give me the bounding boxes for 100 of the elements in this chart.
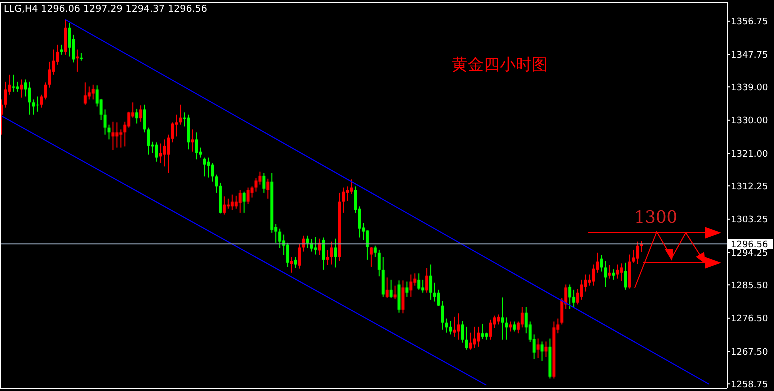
- annotation: 1300: [634, 208, 678, 228]
- candlestick: [434, 282, 436, 302]
- candlestick: [346, 186, 350, 202]
- candlestick: [445, 318, 448, 334]
- candlestick: [453, 316, 456, 338]
- candlestick: [314, 236, 318, 256]
- candlestick: [12, 74, 16, 92]
- candlestick: [406, 281, 409, 298]
- candlestick: [140, 105, 143, 122]
- candlestick: [128, 111, 131, 128]
- candlestick: [437, 289, 440, 307]
- candlestick: [48, 61, 52, 88]
- candlestick: [576, 288, 580, 306]
- y-tick-label: 1339.00: [731, 83, 768, 94]
- candlestick: [441, 300, 444, 330]
- candlestick: [290, 256, 294, 274]
- candlestick: [144, 104, 146, 134]
- candlestick: [159, 143, 162, 164]
- y-tick-label: 1303.25: [731, 216, 768, 226]
- candlestick: [580, 279, 584, 300]
- candlestick: [497, 314, 500, 326]
- candlestick: [92, 84, 95, 100]
- candlestick: [414, 273, 417, 286]
- candlestick: [230, 194, 234, 210]
- y-tick-label: 1294.25: [731, 248, 768, 259]
- candlestick: [426, 268, 429, 294]
- candlestick: [624, 262, 628, 290]
- candlestick: [604, 260, 608, 288]
- candlestick: [104, 109, 107, 136]
- candlestick: [374, 245, 377, 258]
- candlestick: [350, 179, 354, 195]
- candlestick: [203, 157, 206, 178]
- chart-title: LLG,H4 1296.06 1297.29 1294.37 1296.56: [4, 4, 208, 15]
- candlestick: [163, 139, 166, 168]
- candlestick: [266, 178, 270, 200]
- candlestick: [608, 264, 612, 280]
- candlestick: [4, 81, 8, 108]
- candlestick: [211, 162, 214, 182]
- candlestick: [278, 228, 282, 249]
- candlestick: [378, 249, 381, 278]
- candlestick: [540, 341, 544, 362]
- candlestick: [294, 256, 298, 269]
- candlestick: [334, 238, 338, 268]
- candlestick: [370, 246, 373, 268]
- candlestick: [592, 264, 596, 286]
- candlestick: [191, 129, 194, 152]
- candlestick: [449, 320, 452, 336]
- candlestick: [155, 142, 158, 162]
- candlestick: [322, 237, 326, 270]
- candlestick: [505, 317, 508, 340]
- candlestick: [28, 81, 32, 116]
- candlestick: [234, 195, 238, 210]
- candlestick: [120, 129, 123, 148]
- candlestick: [418, 273, 421, 290]
- candlestick: [394, 285, 397, 300]
- candlestick: [473, 326, 476, 349]
- candlestick: [410, 274, 413, 298]
- candlestick: [572, 289, 576, 308]
- candlestick: [207, 157, 210, 178]
- y-tick-label: 1347.75: [731, 50, 768, 61]
- y-tick-label: 1330.00: [731, 116, 768, 127]
- candlestick: [461, 320, 464, 344]
- candlestick: [258, 171, 262, 186]
- candlestick: [112, 121, 115, 151]
- candlestick: [520, 306, 524, 328]
- candlestick: [612, 269, 616, 280]
- candlestick: [366, 230, 369, 260]
- candlestick: [489, 319, 492, 340]
- candlestick: [80, 52, 83, 62]
- candlestick: [262, 172, 266, 194]
- candlestick: [195, 132, 198, 160]
- candlestick: [242, 191, 246, 214]
- candlestick: [68, 22, 72, 58]
- candlestick: [222, 196, 226, 216]
- candlestick: [16, 81, 20, 92]
- candlestick: [465, 326, 468, 350]
- ref-line-label: 1296.56: [731, 240, 768, 250]
- y-tick-label: 1276.50: [731, 314, 768, 325]
- candlestick: [175, 114, 178, 138]
- y-tick-label: 1356.75: [731, 18, 768, 28]
- candlestick: [298, 244, 302, 270]
- candlestick: [306, 235, 310, 249]
- candlestick: [238, 190, 242, 214]
- candlestick: [501, 297, 504, 340]
- candlestick: [457, 313, 460, 340]
- candlestick: [402, 280, 405, 314]
- candlestick: [147, 127, 150, 156]
- candlestick: [20, 79, 24, 98]
- candlestick: [636, 241, 640, 265]
- candlestick: [481, 323, 484, 340]
- candlestick: [136, 108, 139, 124]
- candlestick: [390, 279, 393, 299]
- candlestick: [422, 279, 425, 294]
- candlestick: [60, 44, 64, 56]
- y-tick-label: 1258.75: [731, 380, 768, 390]
- candlestick: [286, 242, 290, 268]
- candlestick: [32, 99, 36, 116]
- candlestick: [568, 284, 572, 310]
- candlestick: [620, 263, 624, 282]
- candlestick: [246, 187, 250, 205]
